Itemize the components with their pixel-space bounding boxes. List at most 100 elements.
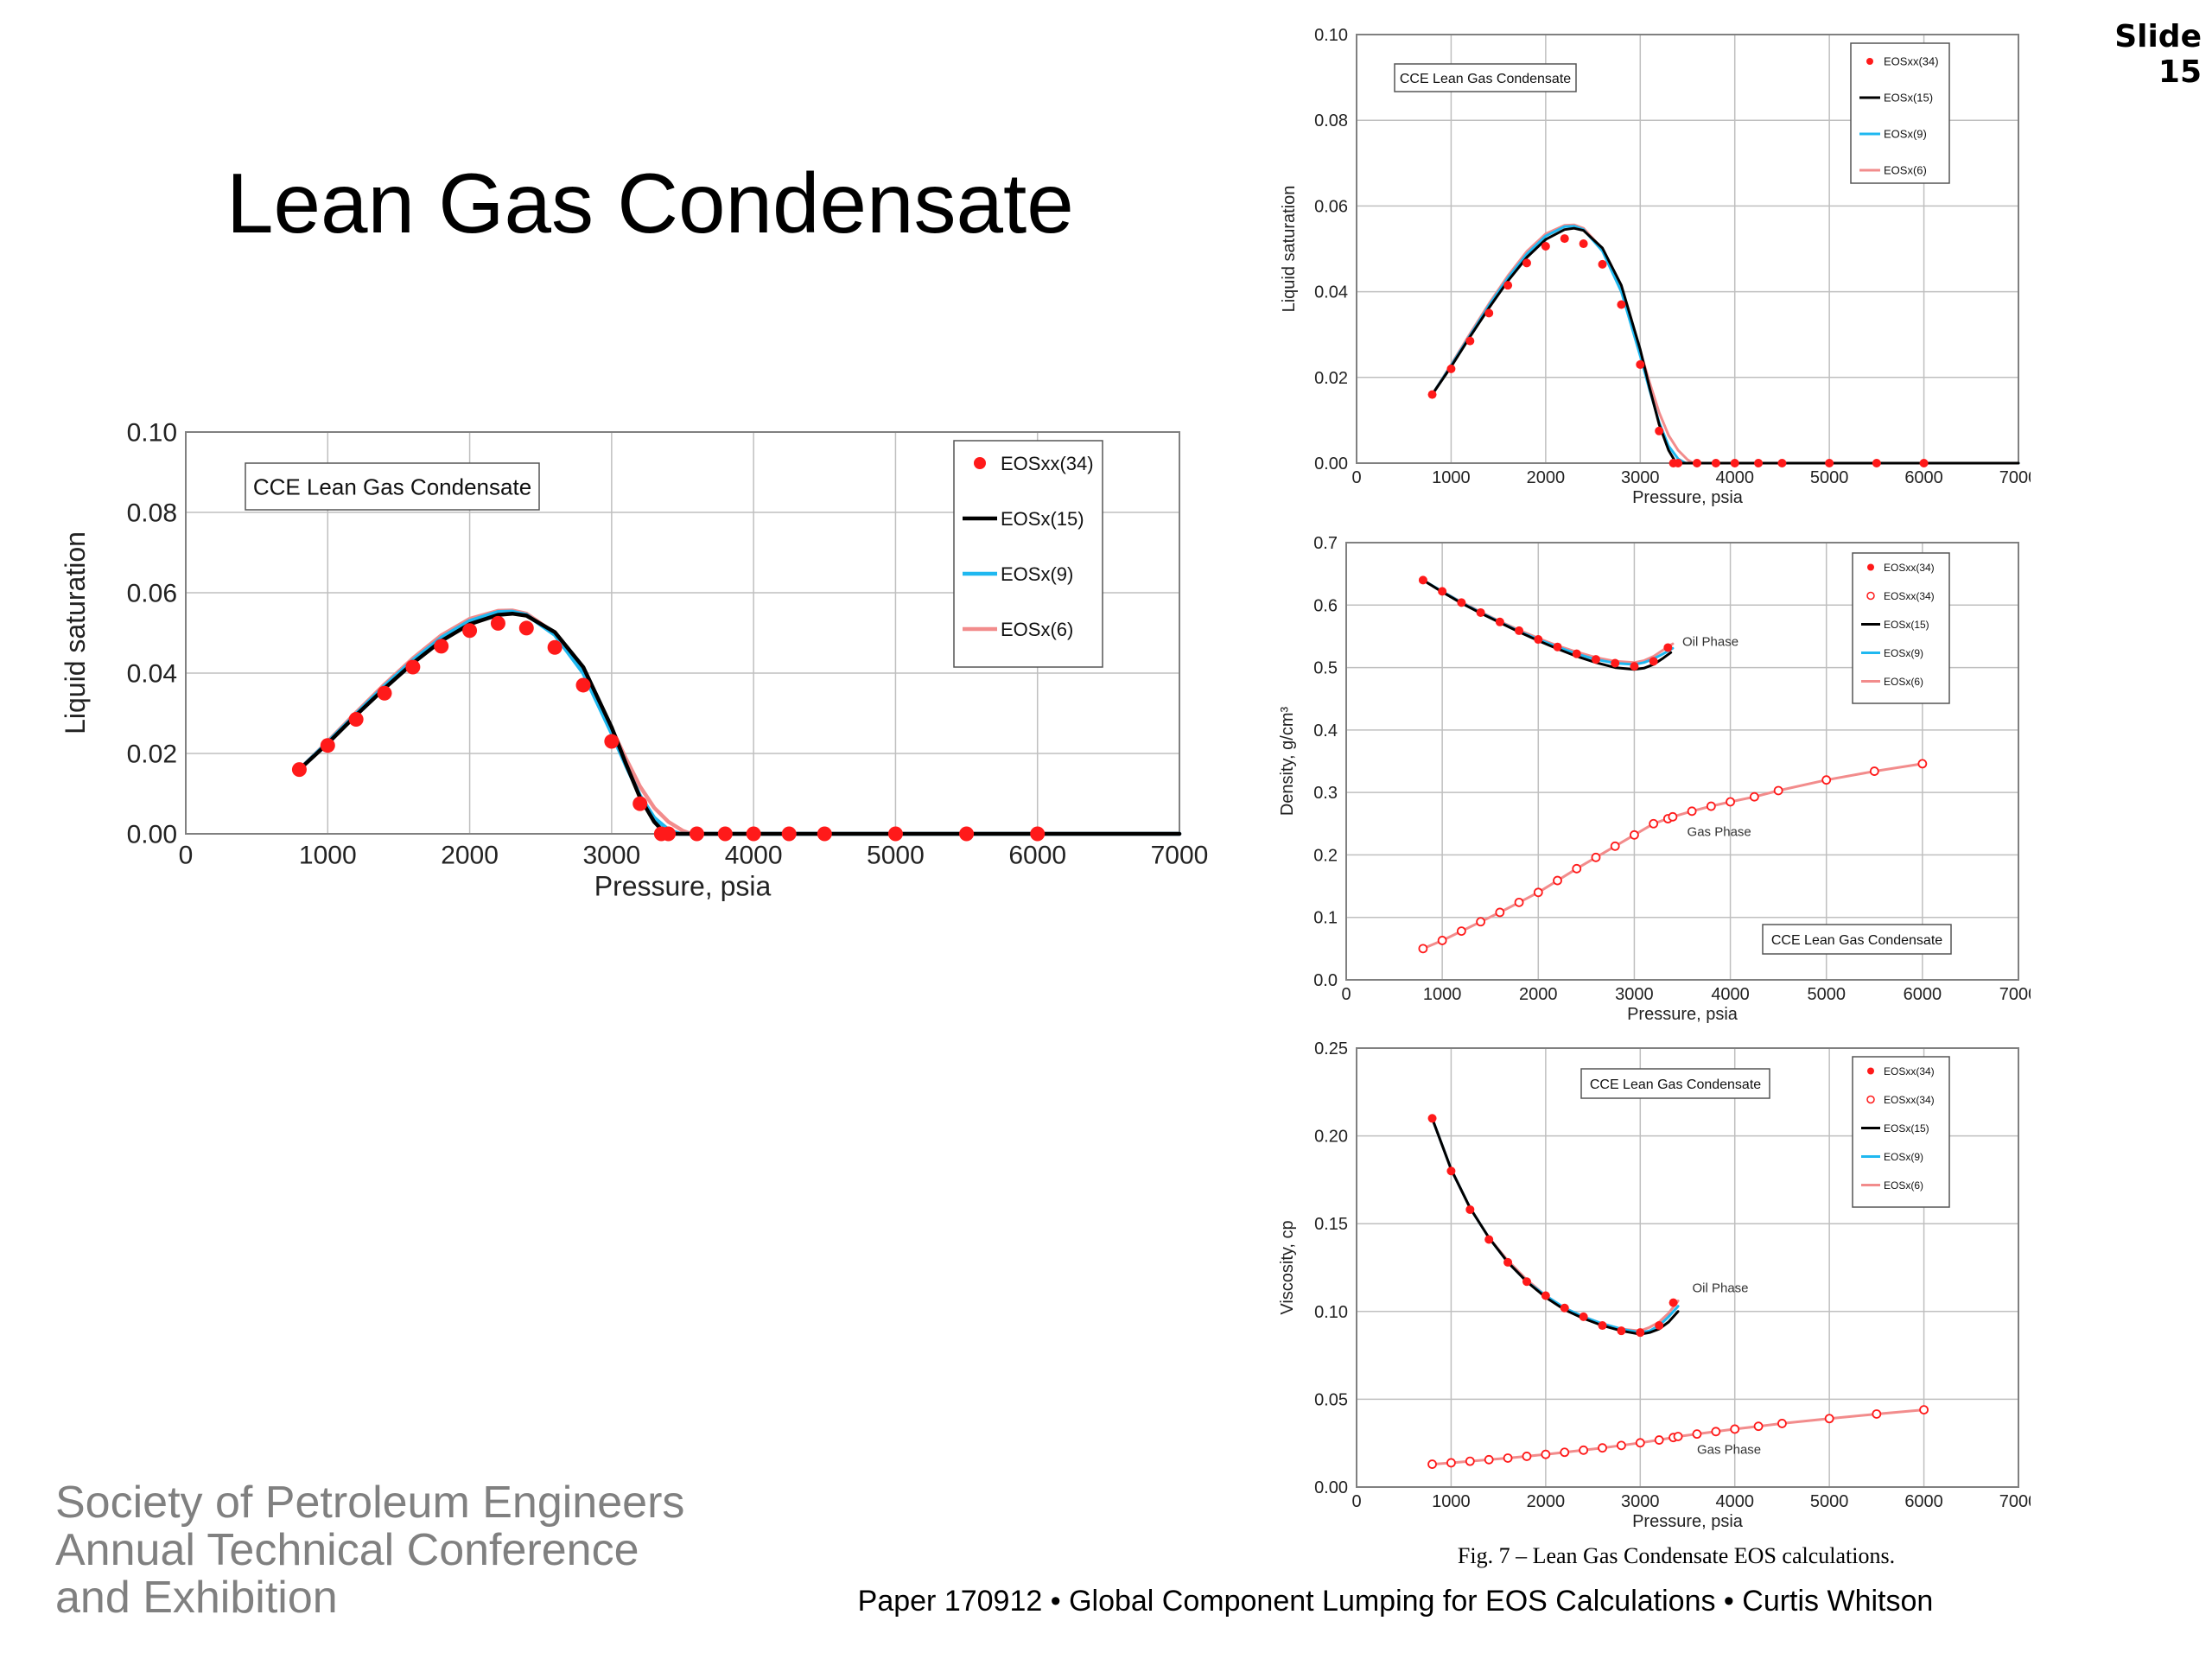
data-point <box>1919 459 1929 467</box>
x-tick-label: 1000 <box>299 842 357 870</box>
y-axis-label: Viscosity, cp <box>1278 1220 1297 1314</box>
x-tick-label: 2000 <box>1519 985 1558 1004</box>
legend-marker <box>1866 58 1873 65</box>
data-point <box>405 659 421 675</box>
legend-frame <box>1850 42 1950 184</box>
data-point <box>1503 1257 1513 1267</box>
data-point <box>1754 459 1764 467</box>
x-axis-label: Pressure, psia <box>594 870 772 901</box>
data-point <box>1687 806 1697 817</box>
y-tick-label: 0.20 <box>1314 1128 1348 1147</box>
data-point <box>1533 887 1543 898</box>
legend-entry: EOSx(15) <box>1884 619 1929 631</box>
x-tick-label: 0 <box>179 842 194 870</box>
data-point <box>887 826 903 842</box>
chart-box-label-frame <box>1580 1068 1770 1099</box>
society-name: Society of Petroleum Engineers Annual Te… <box>55 1479 684 1622</box>
data-point <box>1753 1421 1764 1432</box>
data-point <box>1825 459 1834 467</box>
data-point <box>1579 1312 1588 1321</box>
y-tick-label: 0.5 <box>1313 659 1338 678</box>
data-point <box>1572 649 1581 658</box>
y-tick-label: 0.0 <box>1313 971 1338 990</box>
y-tick-label: 0.02 <box>127 741 177 769</box>
phase-annotation: Gas Phase <box>1697 1442 1761 1457</box>
society-line: and Exhibition <box>55 1573 338 1623</box>
legend-entry: EOSx(15) <box>1001 508 1084 530</box>
data-point <box>632 796 648 811</box>
data-point <box>1495 617 1504 626</box>
data-point <box>1579 1445 1589 1455</box>
y-axis-label: Liquid saturation <box>1280 186 1299 313</box>
data-point <box>1773 785 1783 796</box>
x-tick-label: 7000 <box>1151 842 1209 870</box>
data-point <box>1669 1298 1678 1307</box>
x-tick-label: 0 <box>1341 985 1351 1004</box>
legend-entry: EOSx(9) <box>1884 647 1923 659</box>
data-point <box>1476 607 1485 617</box>
data-point <box>1503 1453 1513 1463</box>
legend-entry: EOSx(9) <box>1884 128 1927 141</box>
data-point <box>1706 801 1716 811</box>
series-line <box>1431 1408 1926 1466</box>
data-point <box>1465 336 1475 346</box>
legend-entry: EOSx(15) <box>1884 92 1933 105</box>
y-tick-label: 0.6 <box>1313 596 1338 615</box>
data-point <box>1610 841 1620 851</box>
data-point <box>1919 1405 1929 1414</box>
data-point <box>1446 1458 1456 1468</box>
data-point <box>1476 917 1486 927</box>
x-tick-label: 5000 <box>1810 1492 1849 1511</box>
chart-viscosity: 0 1000 2000 3000 4000 5000 6000 7000 0.00 0.05 0.1… <box>1278 1039 2031 1531</box>
data-point <box>1437 936 1447 945</box>
data-point <box>320 738 335 753</box>
data-point <box>1749 791 1759 802</box>
chart-liquid-saturation-main: 0 1000 2000 3000 4000 5000 6000 7000 0.00 0.02 0.0… <box>60 419 1209 902</box>
data-point <box>1484 1454 1494 1465</box>
y-tick-label: 0.08 <box>1314 111 1348 130</box>
legend-entry: EOSxx(34) <box>1884 590 1935 602</box>
data-point <box>1730 459 1739 467</box>
data-point <box>1630 830 1639 840</box>
data-point <box>1456 926 1466 937</box>
data-point <box>1438 587 1447 596</box>
data-point <box>1515 626 1524 635</box>
x-tick-label: 1000 <box>1423 985 1462 1004</box>
data-point <box>1635 1438 1645 1448</box>
data-point <box>1522 1452 1532 1461</box>
legend-entry: EOSx(9) <box>1001 563 1073 585</box>
data-point <box>1465 1205 1475 1214</box>
y-tick-label: 0.08 <box>127 499 177 528</box>
data-point <box>575 677 591 693</box>
data-point <box>1541 242 1550 251</box>
data-point <box>1427 1114 1437 1123</box>
slide-title: Lean Gas Condensate <box>226 156 1074 251</box>
data-point <box>1598 1321 1607 1331</box>
x-tick-label: 3000 <box>1615 985 1654 1004</box>
data-point <box>377 685 392 701</box>
data-point <box>1616 1440 1626 1451</box>
data-point <box>1730 1424 1740 1434</box>
society-line: Annual Technical Conference <box>55 1525 639 1575</box>
data-point <box>1541 1291 1550 1300</box>
data-point <box>661 826 677 842</box>
y-tick-label: 0.4 <box>1313 721 1338 741</box>
data-point <box>1427 1459 1437 1469</box>
data-point <box>1617 300 1626 309</box>
data-point <box>1560 234 1569 244</box>
x-tick-label: 0 <box>1351 468 1361 487</box>
legend-entry: EOSxx(34) <box>1884 1094 1935 1106</box>
data-point <box>1917 759 1928 769</box>
data-point <box>1503 281 1513 290</box>
data-point <box>547 639 563 655</box>
chart-density: 0 1000 2000 3000 4000 5000 6000 7000 0.0 0.1 0.2 0.… <box>1278 534 2031 1024</box>
data-point <box>717 826 733 842</box>
y-tick-label: 0.7 <box>1313 534 1338 553</box>
data-point <box>1598 1443 1607 1453</box>
data-point <box>1560 1303 1569 1313</box>
data-point <box>1457 598 1466 607</box>
y-tick-label: 0.05 <box>1314 1390 1348 1409</box>
data-point <box>1598 259 1607 269</box>
x-axis-label: Pressure, psia <box>1632 488 1744 507</box>
data-point <box>1484 308 1494 318</box>
